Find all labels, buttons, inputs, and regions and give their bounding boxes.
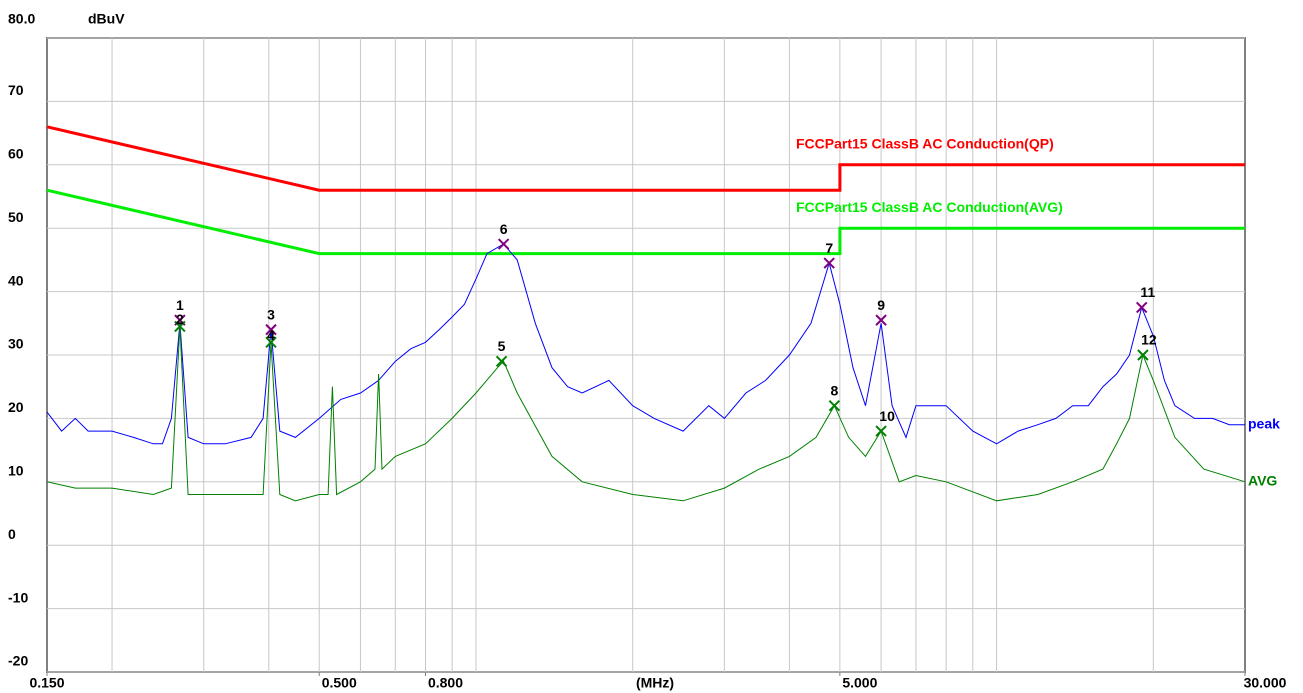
- marker: [265, 336, 277, 349]
- marker: [495, 355, 508, 368]
- limit-label: FCCPart15 ClassB AC Conduction(AVG): [796, 199, 1063, 215]
- y-tick-label: 20: [8, 399, 24, 415]
- marker: [265, 323, 277, 336]
- marker-label: 9: [877, 297, 885, 313]
- legend-label: peak: [1248, 415, 1280, 431]
- marker-label: 5: [498, 338, 506, 354]
- trace-line: [46, 326, 1246, 502]
- y-tick-label: 30: [8, 336, 24, 352]
- marker: [828, 400, 841, 412]
- limit-line: [46, 188, 1245, 256]
- y-tick-label: 0: [8, 526, 16, 542]
- marker-label: 8: [830, 382, 838, 398]
- marker-label: 4: [267, 327, 275, 343]
- legend-label: AVG: [1248, 473, 1277, 489]
- x-tick-label: 5.000: [842, 675, 877, 691]
- marker-label: 1: [176, 297, 184, 313]
- marker: [875, 314, 887, 326]
- marker-label: 11: [1140, 284, 1155, 300]
- x-tick-label: 0.150: [29, 675, 64, 691]
- x-tick-label: 0.800: [428, 675, 463, 691]
- y-tick-label: -20: [8, 653, 28, 669]
- marker-label: 12: [1141, 332, 1157, 348]
- marker-label: 7: [825, 240, 833, 256]
- marker: [174, 320, 186, 333]
- marker: [875, 425, 887, 437]
- marker-label: 10: [879, 408, 895, 424]
- marker: [1137, 349, 1149, 361]
- y-tick-label: 80.0: [8, 11, 35, 27]
- marker: [1136, 301, 1148, 314]
- marker: [823, 257, 835, 269]
- y-tick-label: 60: [8, 146, 24, 162]
- limit-line: [46, 125, 1245, 192]
- y-axis-label: dBuV: [88, 11, 125, 27]
- marker-label: 6: [500, 221, 508, 237]
- marker: [497, 238, 510, 250]
- marker-label: 2: [176, 311, 184, 327]
- y-tick-label: -10: [8, 589, 28, 605]
- y-tick-label: 10: [8, 463, 24, 479]
- x-axis-label: (MHz): [636, 675, 674, 691]
- limit-label: FCCPart15 ClassB AC Conduction(QP): [796, 136, 1054, 152]
- x-tick-label: 30.000: [1244, 675, 1287, 691]
- x-tick-label: 0.500: [322, 675, 357, 691]
- marker-label: 3: [267, 306, 275, 322]
- y-tick-label: 70: [8, 82, 24, 98]
- trace-line: [46, 243, 1245, 445]
- y-tick-label: 40: [8, 272, 24, 288]
- y-tick-label: 50: [8, 209, 24, 225]
